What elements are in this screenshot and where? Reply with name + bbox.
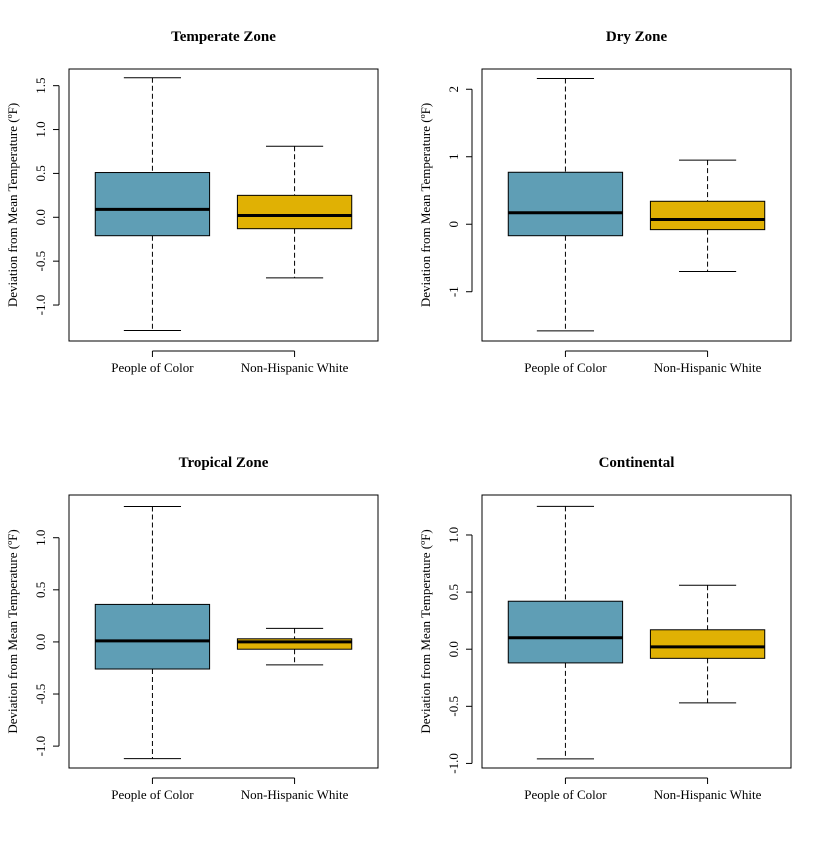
- panel-continental: Continental Deviation from Mean Temperatu…: [418, 455, 792, 802]
- panel-title: Temperate Zone: [171, 29, 276, 45]
- box-non-hispanic-white: [649, 159, 766, 272]
- y-tick-label: 1: [446, 153, 461, 160]
- box-people-of-color: [94, 505, 211, 760]
- iqr-box: [94, 172, 211, 237]
- panel-dry-zone: Dry Zone Deviation from Mean Temperature …: [418, 29, 792, 375]
- box-non-hispanic-white: [236, 145, 353, 279]
- iqr-box: [94, 603, 211, 670]
- y-tick-label: 0: [446, 221, 461, 228]
- y-tick-label: -0.5: [33, 684, 48, 705]
- iqr-box: [507, 600, 624, 664]
- iqr-box: [649, 629, 766, 659]
- y-tick-label: 2: [446, 86, 461, 93]
- plot-frame: [68, 68, 379, 342]
- plot-frame: [68, 494, 379, 769]
- x-tick-label: Non-Hispanic White: [241, 787, 349, 802]
- y-tick-label: -1.0: [33, 295, 48, 316]
- y-tick-label: 1.5: [33, 78, 48, 94]
- box-people-of-color: [94, 77, 211, 331]
- x-tick-label: People of Color: [524, 787, 607, 802]
- y-axis-label: Deviation from Mean Temperature (ºF): [418, 103, 433, 307]
- iqr-box: [236, 194, 353, 230]
- y-tick-label: 0.0: [33, 209, 48, 225]
- panel-title: Dry Zone: [606, 29, 668, 45]
- panel-title: Continental: [599, 455, 675, 471]
- x-tick-label: Non-Hispanic White: [654, 360, 762, 375]
- y-tick-label: -1: [446, 286, 461, 297]
- y-tick-label: -0.5: [33, 251, 48, 272]
- panel-title: Tropical Zone: [179, 455, 269, 471]
- x-tick-label: Non-Hispanic White: [241, 360, 349, 375]
- y-tick-label: 0.5: [33, 165, 48, 181]
- panel-tropical-zone: Tropical Zone Deviation from Mean Tempera…: [5, 455, 379, 802]
- y-tick-label: 0.0: [33, 634, 48, 650]
- x-tick-label: Non-Hispanic White: [654, 787, 762, 802]
- panel-temperate-zone: Temperate Zone Deviation from Mean Temper…: [5, 29, 379, 375]
- iqr-box: [236, 638, 353, 650]
- y-axis-label: Deviation from Mean Temperature (ºF): [418, 529, 433, 733]
- box-non-hispanic-white: [649, 584, 766, 704]
- box-non-hispanic-white: [236, 627, 353, 666]
- x-tick-label: People of Color: [111, 787, 194, 802]
- x-tick-label: People of Color: [524, 360, 607, 375]
- y-tick-label: 1.0: [446, 527, 461, 543]
- y-tick-label: 0.0: [446, 641, 461, 657]
- y-tick-label: 1.0: [33, 121, 48, 137]
- y-tick-label: 0.5: [446, 584, 461, 600]
- box-people-of-color: [507, 77, 624, 332]
- plot-frame: [481, 494, 792, 769]
- iqr-box: [507, 171, 624, 237]
- plot-frame: [481, 68, 792, 342]
- y-axis-label: Deviation from Mean Temperature (ºF): [5, 529, 20, 733]
- y-tick-label: -1.0: [446, 753, 461, 774]
- x-tick-label: People of Color: [111, 360, 194, 375]
- y-tick-label: 0.5: [33, 582, 48, 598]
- box-people-of-color: [507, 505, 624, 760]
- y-axis-label: Deviation from Mean Temperature (ºF): [5, 103, 20, 307]
- y-tick-label: 1.0: [33, 530, 48, 546]
- iqr-box: [649, 200, 766, 231]
- y-tick-label: -0.5: [446, 696, 461, 717]
- y-tick-label: -1.0: [33, 736, 48, 757]
